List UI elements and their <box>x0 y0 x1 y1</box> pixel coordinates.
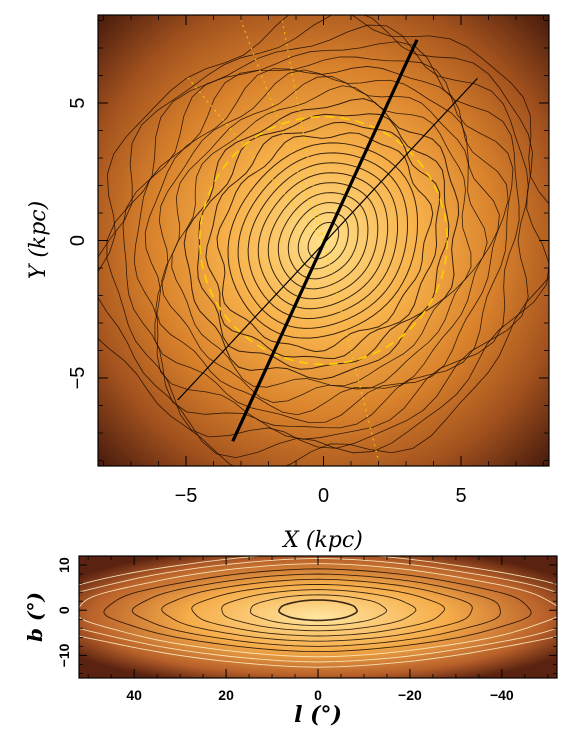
dotted-guide <box>322 240 380 461</box>
contour-line <box>79 563 557 658</box>
contour-line <box>144 66 509 424</box>
top-overlays <box>177 20 478 461</box>
line-of-sight-line <box>177 77 478 401</box>
y-tick-label: 10 <box>56 557 72 573</box>
contour-line <box>205 121 441 360</box>
contour-line <box>133 56 514 429</box>
x-tick-label: −40 <box>490 687 514 703</box>
contour-line <box>237 152 409 329</box>
top-ylabel: Y (kpc) <box>26 201 51 279</box>
contour-line <box>131 573 501 647</box>
dashed-circle <box>198 115 449 366</box>
top-xlabel: X (kpc) <box>281 528 363 553</box>
contour-line <box>98 15 549 466</box>
contour-line <box>191 583 446 637</box>
bottom-xlabel: l (°) <box>294 702 342 728</box>
x-tick-label: −20 <box>398 687 422 703</box>
contour-line <box>103 568 532 653</box>
y-tick-label: 0 <box>67 235 89 246</box>
x-tick-label: 40 <box>126 687 142 703</box>
contour-line <box>98 15 549 459</box>
y-tick-label: −5 <box>67 367 89 390</box>
y-tick-label: 5 <box>67 97 89 108</box>
contour-line <box>257 172 389 310</box>
contour-line <box>79 556 557 668</box>
bottom-ylabel: b (°) <box>23 592 47 642</box>
contour-line <box>277 192 369 290</box>
bottom-ticks: 40 20 0 −20 −40 10 0 −10 <box>56 555 557 703</box>
top-panel: −5 0 5 −5 0 5 X (kpc) Y (kpc) <box>26 14 550 553</box>
x-tick-label: 0 <box>318 485 329 507</box>
contour-line <box>122 41 520 440</box>
contour-line <box>161 578 473 642</box>
contour-line <box>216 132 434 353</box>
bar-major-axis-line <box>231 39 419 442</box>
contour-line <box>278 599 358 622</box>
bottom-panel-background <box>79 556 557 678</box>
contour-line <box>221 589 417 632</box>
contour-line <box>267 182 379 300</box>
contour-line <box>79 557 557 663</box>
x-tick-label: 20 <box>218 687 234 703</box>
contour-line <box>249 594 388 627</box>
x-tick-label: 0 <box>314 687 322 703</box>
contour-line <box>227 142 419 339</box>
contour-line <box>183 98 460 380</box>
bottom-contours <box>79 556 557 668</box>
contour-line <box>287 202 359 280</box>
y-tick-label: 0 <box>56 606 72 614</box>
y-tick-label: −10 <box>56 643 72 667</box>
x-tick-label: 5 <box>455 485 466 507</box>
top-ticks: −5 0 5 −5 0 5 <box>67 15 549 507</box>
contour-line <box>297 212 349 270</box>
bottom-panel: 40 20 0 −20 −40 10 0 −10 l (°) b (°) <box>23 555 558 728</box>
contour-line <box>106 24 529 449</box>
contour-line <box>247 162 399 320</box>
contour-line <box>171 85 472 388</box>
top-contours <box>98 15 549 466</box>
contour-line <box>155 69 500 416</box>
contour-line <box>307 221 340 260</box>
x-tick-label: −5 <box>175 485 198 507</box>
contour-line <box>161 76 488 403</box>
dotted-guide <box>281 20 325 241</box>
contour-line <box>197 113 450 370</box>
